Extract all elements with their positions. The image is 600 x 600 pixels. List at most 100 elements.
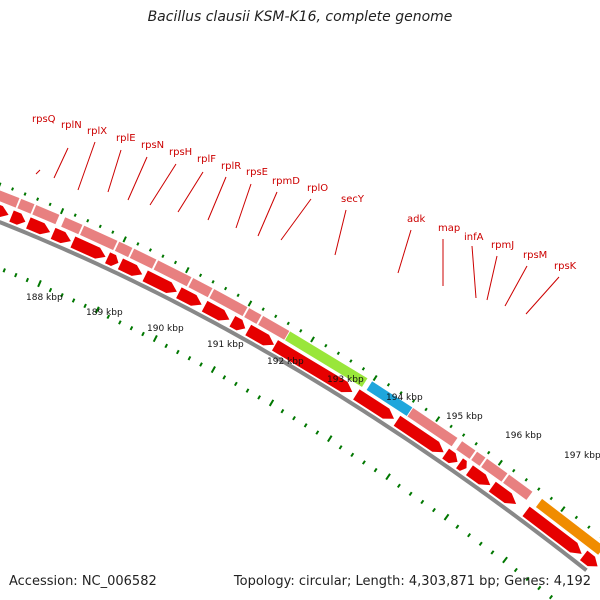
gene-label-rplr: rplR xyxy=(221,161,241,172)
outer-tick xyxy=(560,506,566,513)
scale-tick xyxy=(94,306,100,314)
scale-tick xyxy=(71,298,76,303)
scale-tick xyxy=(129,325,134,331)
gene-label-rpsh: rpsH xyxy=(169,147,192,158)
gene-label-secy: secY xyxy=(341,194,365,205)
outer-tick xyxy=(449,424,453,429)
leader-line xyxy=(525,276,560,315)
cds-arrow xyxy=(105,252,119,267)
scale-tick xyxy=(14,272,18,278)
scale-tick xyxy=(280,408,285,414)
outer-tick xyxy=(299,328,303,333)
outer-tick xyxy=(574,515,579,520)
scale-tick xyxy=(315,430,320,435)
leader-line xyxy=(53,147,69,179)
scale-tick xyxy=(467,533,472,538)
scale-tick xyxy=(118,320,122,325)
gene-label-rpsq: rpsQ xyxy=(32,114,56,125)
leader-line xyxy=(471,245,477,299)
leader-line xyxy=(486,255,498,301)
outer-tick xyxy=(59,207,65,215)
scale-label: 197 kbp xyxy=(564,451,600,461)
feature-band xyxy=(128,247,158,270)
scale-tick xyxy=(443,513,450,521)
scale-label: 189 kbp xyxy=(86,308,123,318)
outer-tick xyxy=(48,202,52,207)
map-title: Bacillus clausii KSM-K16, complete genom… xyxy=(147,9,453,25)
cds-arrow xyxy=(271,340,353,393)
scale-tick xyxy=(420,499,425,505)
scale-tick xyxy=(350,452,355,458)
outer-tick xyxy=(386,382,391,387)
outer-tick xyxy=(23,192,27,196)
feature-band xyxy=(406,406,459,448)
feature-band xyxy=(470,450,487,468)
cds-arrow xyxy=(9,210,26,225)
feature-band xyxy=(455,440,477,460)
outer-tick xyxy=(461,433,466,437)
scale-tick xyxy=(37,280,42,288)
feature-band xyxy=(534,497,600,556)
gene-label-rpmj: rpmJ xyxy=(491,240,514,251)
outer-tick xyxy=(111,230,115,234)
gene-label-rpsk: rpsK xyxy=(554,261,577,272)
outer-tick xyxy=(435,416,441,423)
gene-label-infa: infA xyxy=(464,232,484,243)
scale-tick xyxy=(361,460,366,465)
cds-arrow xyxy=(0,205,9,217)
cds-arrow xyxy=(142,270,177,294)
gene-label-rpln: rplN xyxy=(61,120,82,131)
outer-tick xyxy=(86,218,90,223)
scale-tick xyxy=(257,395,261,400)
gene-labels: rpsQ rplN rplX rplE rpsN rpsH rplF rplR rpsE rpmD… xyxy=(32,114,577,272)
feature-band xyxy=(243,307,263,325)
outer-tick xyxy=(537,487,541,491)
leader-line xyxy=(127,156,148,201)
feature-band xyxy=(187,277,214,299)
outer-tick xyxy=(0,182,2,187)
cds-arrow xyxy=(245,324,274,346)
leader-line xyxy=(257,191,278,237)
leader-line xyxy=(397,229,412,274)
cds-arrow xyxy=(50,227,71,244)
leader-line xyxy=(207,176,227,221)
scale-tick xyxy=(234,381,238,387)
scale-tick xyxy=(268,399,275,407)
scale-label: 188 kbp xyxy=(26,293,63,303)
scale-tick xyxy=(164,343,169,349)
outer-tick xyxy=(411,399,416,403)
cds-arrow xyxy=(442,448,458,464)
gene-label-rpsm: rpsM xyxy=(523,250,547,261)
outer-tick xyxy=(247,300,253,307)
scale-tick xyxy=(327,435,333,443)
cds-arrow xyxy=(488,481,517,505)
feature-band xyxy=(0,189,21,209)
outer-tick xyxy=(512,468,516,473)
scale-label: 190 kbp xyxy=(147,324,184,334)
leader-line xyxy=(149,163,177,206)
gene-label-rplx: rplX xyxy=(87,126,107,137)
cds-arrow xyxy=(393,415,444,453)
scale-label: 192 kbp xyxy=(267,357,304,367)
genome-summary-text: Topology: circular; Length: 4,303,871 bp… xyxy=(233,574,591,589)
outer-tick xyxy=(11,187,15,191)
leader-line xyxy=(235,183,252,229)
scale-labels: 188 kbp 189 kbp 190 kbp 191 kbp 192 kbp 193 k… xyxy=(26,293,600,461)
scale-tick xyxy=(396,483,401,489)
outer-tick xyxy=(98,224,102,229)
scale-tick xyxy=(187,355,192,361)
outer-tick xyxy=(173,260,178,265)
outer-tick xyxy=(324,343,328,348)
leader-line xyxy=(35,169,41,175)
outer-tick xyxy=(497,459,503,466)
leader-line xyxy=(77,141,96,191)
cds-arrow xyxy=(456,458,467,471)
outer-tick xyxy=(372,374,378,382)
outer-tick xyxy=(211,280,215,284)
outer-tick xyxy=(399,391,403,395)
feature-band-track xyxy=(0,189,600,556)
outer-tick xyxy=(274,314,278,319)
outer-tick xyxy=(73,213,77,217)
outer-tick xyxy=(136,242,140,246)
scale-tick xyxy=(2,268,6,273)
